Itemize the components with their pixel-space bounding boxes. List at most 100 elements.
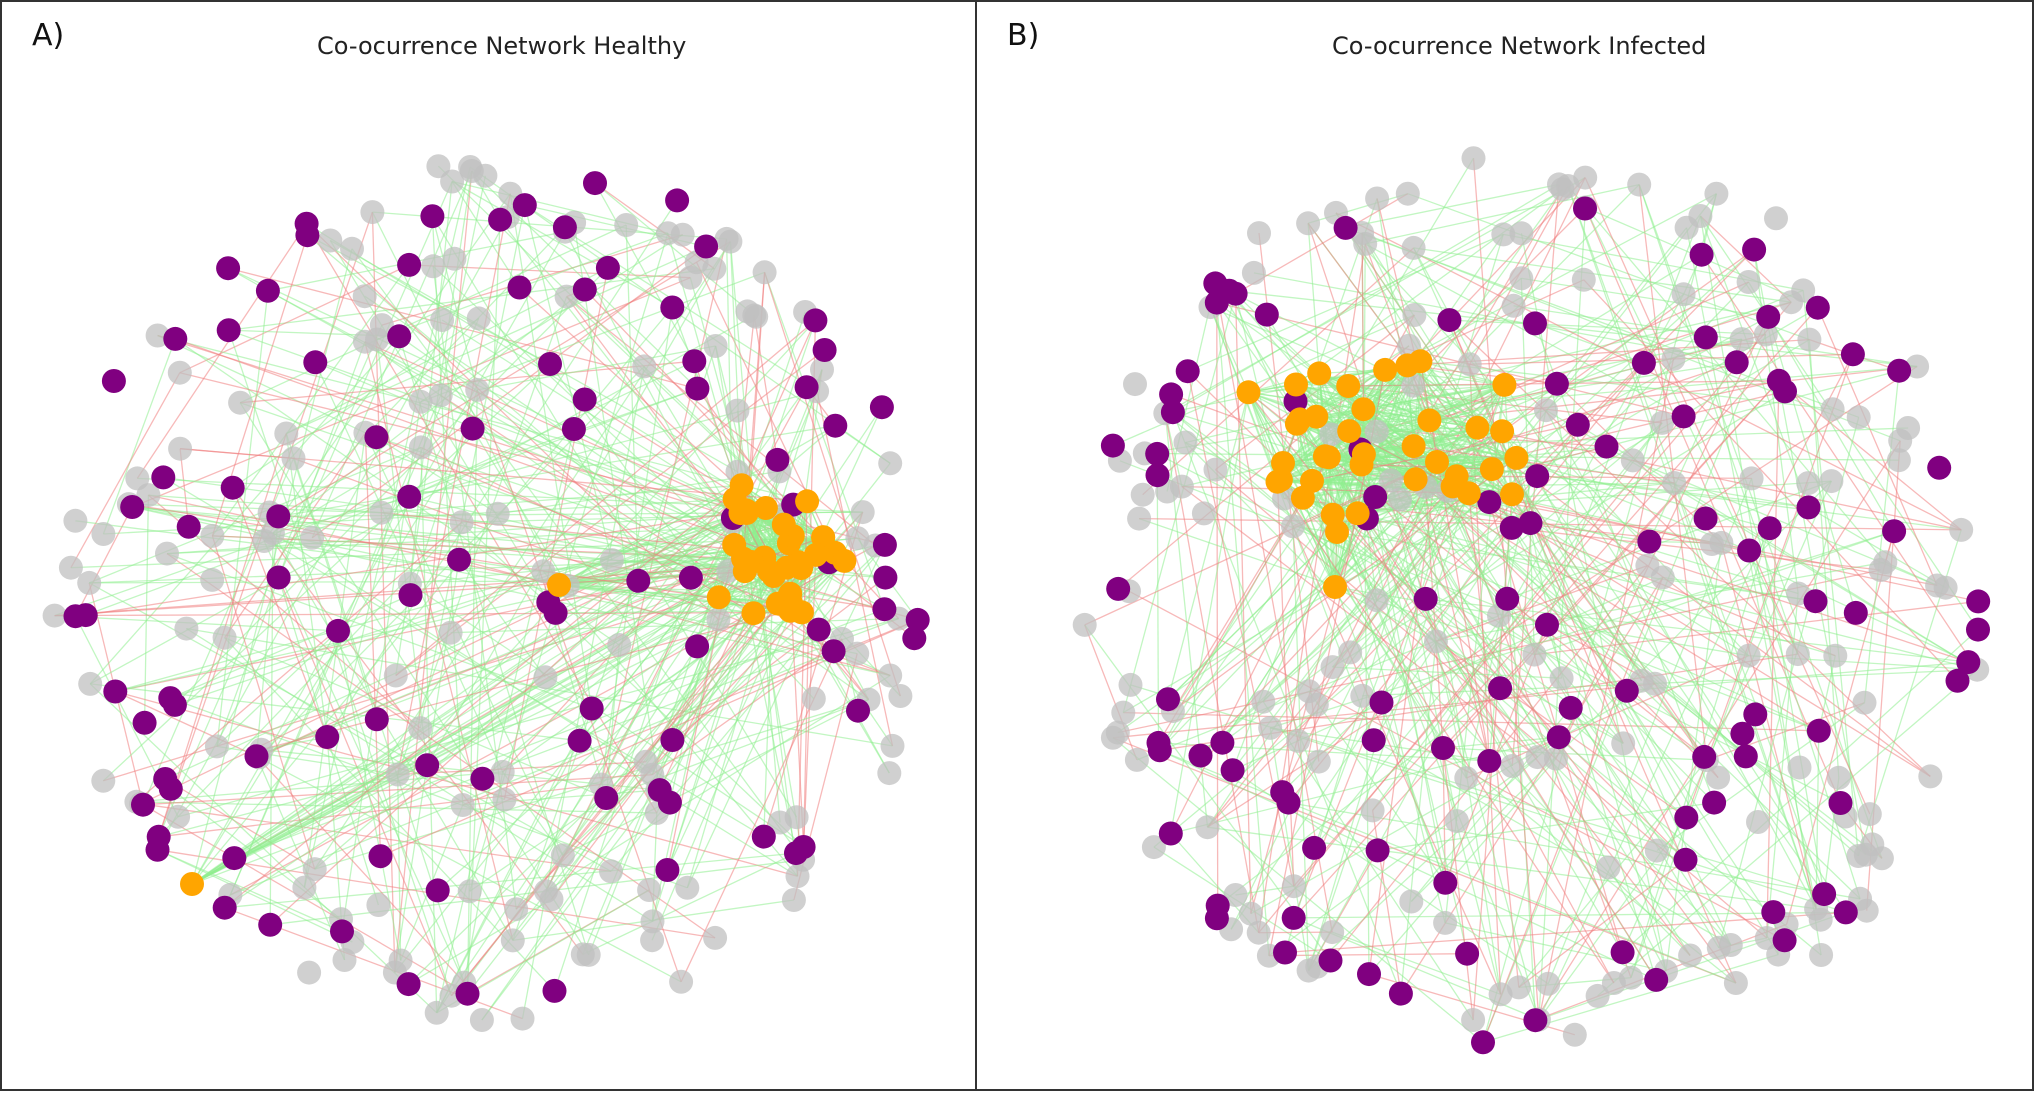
hub-node [1742, 238, 1766, 262]
hub-node [573, 278, 597, 302]
hub-node [568, 729, 592, 753]
core-node [1323, 575, 1347, 599]
other-node [551, 843, 575, 867]
other-node [782, 888, 806, 912]
hub-node [682, 349, 706, 373]
other-node [125, 466, 149, 490]
core-node [1395, 353, 1419, 377]
hub-node [74, 603, 98, 627]
core-node [778, 599, 802, 623]
core-node [1404, 467, 1428, 491]
other-node [678, 266, 702, 290]
hub-node [1270, 780, 1294, 804]
other-node [155, 542, 179, 566]
hub-node [1370, 691, 1394, 715]
hub-node [1431, 736, 1455, 760]
hub-node [1844, 601, 1868, 625]
other-node [333, 948, 357, 972]
network-infected [977, 2, 2034, 1093]
other-node [735, 299, 759, 323]
other-node [637, 878, 661, 902]
hub-node [415, 753, 439, 777]
hub-node [573, 388, 597, 412]
other-node [409, 390, 433, 414]
other-node [1125, 748, 1149, 772]
hub-node [303, 350, 327, 374]
hub-node [873, 566, 897, 590]
other-node [1522, 643, 1546, 667]
hub-node [120, 495, 144, 519]
core-node [1307, 361, 1331, 385]
hub-node [295, 223, 319, 247]
hub-node [553, 215, 577, 239]
hub-node [1210, 731, 1234, 755]
negative-edge [1269, 954, 1467, 956]
hub-node [1734, 744, 1758, 768]
panel-letter-b: B) [1007, 18, 1039, 53]
other-node [540, 887, 564, 911]
other-node [1797, 328, 1821, 352]
hub-node [822, 639, 846, 663]
hub-node [1841, 342, 1865, 366]
core-node [742, 601, 766, 625]
other-node [1297, 679, 1321, 703]
hub-node [1644, 968, 1668, 992]
hub-node [1758, 516, 1782, 540]
other-node [213, 626, 237, 650]
other-node [1500, 754, 1524, 778]
other-node [1401, 374, 1425, 398]
other-node [1572, 268, 1596, 292]
hub-node [803, 308, 827, 332]
panel-infected: B) Co-ocurrence Network Infected [977, 2, 2034, 1089]
other-node [1509, 221, 1533, 245]
core-node [1271, 451, 1295, 475]
other-node [878, 664, 902, 688]
hub-node [846, 699, 870, 723]
other-node [1949, 518, 1973, 542]
hub-node [1523, 1008, 1547, 1032]
other-node [1544, 747, 1568, 771]
hub-node [1672, 404, 1696, 428]
other-node [1174, 431, 1198, 455]
other-node [1896, 416, 1920, 440]
other-node [1196, 815, 1220, 839]
hub-node [1566, 413, 1590, 437]
hub-node [1690, 243, 1714, 267]
other-node [1399, 890, 1423, 914]
other-node [1119, 673, 1143, 697]
hub-node [221, 476, 245, 500]
other-node [785, 805, 809, 829]
positive-edge [1374, 740, 1731, 945]
hub-node [1829, 791, 1853, 815]
hub-node [583, 171, 607, 195]
hub-node [1559, 696, 1583, 720]
hub-node [655, 858, 679, 882]
other-node [1675, 216, 1699, 240]
other-node [366, 893, 390, 917]
other-node [1858, 802, 1882, 826]
core-node [1284, 373, 1308, 397]
hub-node [1159, 822, 1183, 846]
hub-node [543, 979, 567, 1003]
other-node [63, 509, 87, 533]
hub-node [1217, 279, 1241, 303]
other-node [473, 164, 497, 188]
hub-node [594, 786, 618, 810]
hub-node [1363, 485, 1387, 509]
other-node [1779, 290, 1803, 314]
core-node [1317, 445, 1341, 469]
other-node [1556, 174, 1580, 198]
hub-node [1101, 434, 1125, 458]
hub-node [1804, 589, 1828, 613]
other-node [1737, 270, 1761, 294]
panel-title-healthy: Co-ocurrence Network Healthy [317, 32, 686, 60]
other-node [1258, 716, 1282, 740]
other-node [1821, 397, 1845, 421]
hub-node [1806, 296, 1830, 320]
other-node [1242, 261, 1266, 285]
other-node [1827, 766, 1851, 790]
other-node [1819, 469, 1843, 493]
other-node [1887, 448, 1911, 472]
other-node [1445, 809, 1469, 833]
other-node [881, 734, 905, 758]
